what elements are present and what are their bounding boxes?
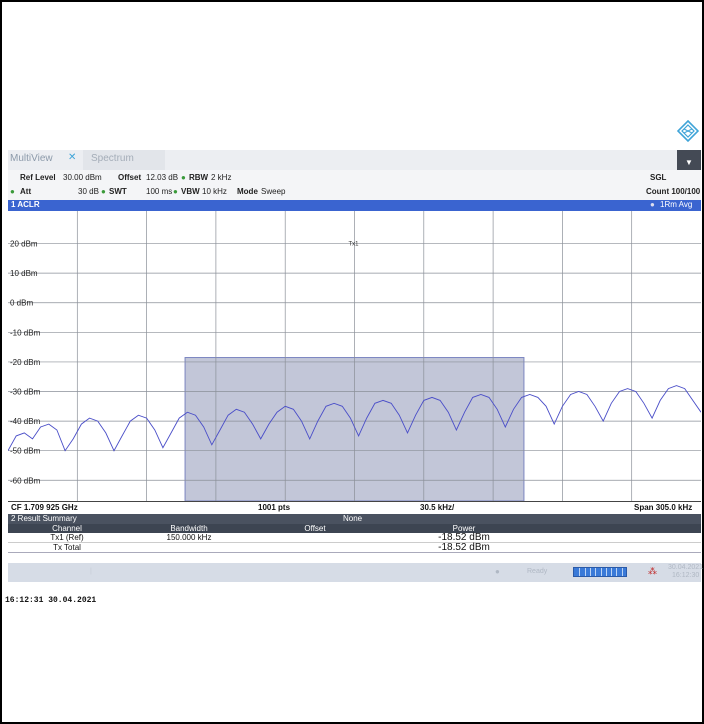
network-icon: ⁂ bbox=[648, 566, 657, 576]
result-summary-title: 2 Result Summary bbox=[11, 514, 77, 523]
y-tick-label: 20 dBm bbox=[10, 240, 38, 249]
sweep-points: 1001 pts bbox=[258, 503, 291, 512]
status-time: 16:12:30 bbox=[672, 572, 700, 579]
result-summary-title-bar: 2 Result Summary None bbox=[8, 514, 701, 524]
trace-line bbox=[8, 385, 701, 452]
channel-cell: Tx1 (Ref) bbox=[8, 533, 126, 543]
table-row: Tx Total -18.52 dBm bbox=[8, 542, 701, 553]
y-tick-label: 10 dBm bbox=[10, 269, 38, 278]
status-separator: | bbox=[90, 568, 92, 575]
ref-level-value: 30.00 dBm bbox=[63, 173, 102, 182]
y-tick-label: -50 dBm bbox=[10, 447, 41, 456]
column-header: Bandwidth bbox=[126, 524, 252, 533]
swt-label: SWT bbox=[109, 187, 127, 196]
settings-bar: Ref Level 30.00 dBm Offset 12.03 dB ● RB… bbox=[8, 170, 701, 200]
power-cell: -18.52 dBm bbox=[378, 542, 550, 553]
bandwidth-cell: 150.000 kHz bbox=[126, 533, 252, 543]
status-dot-icon: ● bbox=[495, 567, 500, 576]
att-label: Att bbox=[20, 187, 32, 196]
column-header: Offset bbox=[252, 524, 378, 533]
vbw-value: 10 kHz bbox=[202, 187, 227, 196]
swt-value: 100 ms bbox=[146, 187, 173, 196]
limit-check: None bbox=[343, 514, 363, 523]
table-row: Tx1 (Ref) 150.000 kHz -18.52 dBm bbox=[8, 533, 701, 543]
close-icon[interactable]: ✕ bbox=[68, 152, 77, 163]
tab-multiview[interactable]: MultiView bbox=[10, 153, 53, 164]
result-table: Channel Bandwidth Offset Power Tx1 (Ref)… bbox=[8, 524, 701, 553]
y-tick-label: -30 dBm bbox=[10, 388, 41, 397]
progress-segment bbox=[616, 568, 618, 576]
trace-mode: 1Rm Avg bbox=[660, 200, 693, 209]
power-cell: -18.52 dBm bbox=[378, 533, 550, 543]
y-tick-label: 0 dBm bbox=[10, 299, 33, 308]
y-tick-label: -40 dBm bbox=[10, 417, 41, 426]
rbw-label: RBW bbox=[189, 173, 209, 182]
column-header: Power bbox=[378, 524, 550, 533]
tab-spectrum[interactable]: Spectrum bbox=[83, 150, 165, 170]
progress-segment bbox=[605, 568, 607, 576]
y-tick-label: -20 dBm bbox=[10, 358, 41, 367]
bandwidth-cell bbox=[126, 542, 252, 553]
status-dot-icon: ● bbox=[10, 187, 15, 196]
plot-footer: CF 1.709 925 GHz 1001 pts 30.5 kHz/ Span… bbox=[8, 501, 701, 513]
status-bar: | ● Ready ⁂ 30.04.2021 16:12:30 bbox=[8, 563, 704, 582]
tab-bar: MultiView ✕ Spectrum bbox=[8, 150, 701, 170]
trace-indicator-icon: ● bbox=[650, 200, 655, 209]
mode-value: Sweep bbox=[261, 187, 286, 196]
y-tick-label: -10 dBm bbox=[10, 328, 41, 337]
mode-label: Mode bbox=[237, 187, 258, 196]
progress-segment bbox=[595, 568, 597, 576]
ref-level-label: Ref Level bbox=[20, 173, 56, 182]
ready-status: Ready bbox=[527, 568, 548, 575]
status-date: 30.04.2021 bbox=[668, 564, 704, 571]
channel-cell: Tx Total bbox=[8, 542, 126, 553]
sgl-indicator: SGL bbox=[650, 173, 667, 182]
channel-title: 1 ACLR bbox=[11, 200, 40, 209]
column-header-empty bbox=[550, 524, 701, 533]
status-dot-icon: ● bbox=[101, 187, 106, 196]
offset-cell bbox=[252, 533, 378, 543]
table-header-row: Channel Bandwidth Offset Power bbox=[8, 524, 701, 533]
printout-timestamp: 16:12:31 30.04.2021 bbox=[5, 596, 97, 605]
sweep-count: Count 100/100 bbox=[646, 187, 701, 196]
offset-value: 12.03 dB bbox=[146, 173, 179, 182]
column-header: Channel bbox=[8, 524, 126, 533]
progress-segment bbox=[584, 568, 586, 576]
sweep-progress-bar bbox=[573, 567, 627, 577]
status-dot-icon: ● bbox=[181, 173, 186, 182]
progress-segment bbox=[611, 568, 613, 576]
progress-segment bbox=[600, 568, 602, 576]
division: 30.5 kHz/ bbox=[420, 503, 455, 512]
vbw-label: VBW bbox=[181, 187, 200, 196]
tx-channel-label: Tx1 bbox=[349, 242, 360, 248]
spectrum-plot: 20 dBm 10 dBm 0 dBm -10 dBm -20 dBm -30 dBm -4… bbox=[8, 211, 701, 501]
rbw-value: 2 kHz bbox=[211, 173, 232, 182]
offset-cell bbox=[252, 542, 378, 553]
progress-segment bbox=[579, 568, 581, 576]
offset-label: Offset bbox=[118, 173, 142, 182]
progress-segment bbox=[621, 568, 623, 576]
spectrum-analyzer-screen: MultiView ✕ Spectrum ▼ Ref Level 30.00 d… bbox=[8, 150, 704, 582]
att-value: 30 dB bbox=[78, 187, 99, 196]
progress-segment bbox=[589, 568, 591, 576]
y-tick-label: -60 dBm bbox=[10, 476, 41, 485]
center-frequency: CF 1.709 925 GHz bbox=[11, 503, 78, 512]
channel-title-bar: 1 ACLR ● 1Rm Avg bbox=[8, 200, 701, 211]
span: Span 305.0 kHz bbox=[634, 503, 693, 512]
status-dot-icon: ● bbox=[173, 187, 178, 196]
rs-diamond-logo bbox=[677, 120, 699, 142]
